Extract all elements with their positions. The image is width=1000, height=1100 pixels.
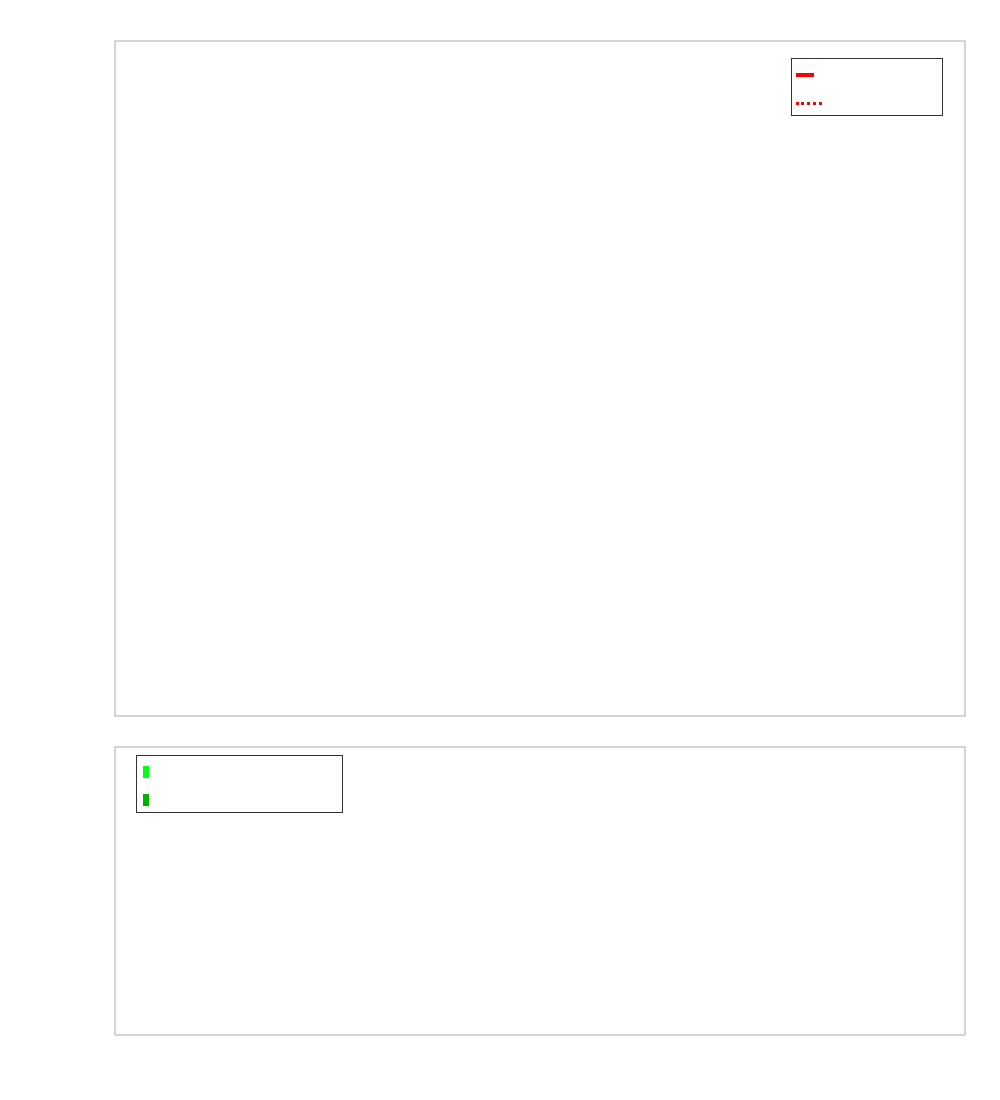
legend-item-participation xyxy=(796,61,938,89)
bottom-plot-frame xyxy=(114,746,966,1036)
top-plot-frame xyxy=(114,40,966,717)
solid-line-swatch-icon xyxy=(796,73,814,77)
green-box-swatch-icon xyxy=(143,766,149,778)
legend-bottom xyxy=(136,755,343,813)
legend-item-nucleation xyxy=(796,89,938,117)
legend-top xyxy=(791,58,943,116)
legend-item-available xyxy=(141,758,338,786)
legend-item-utilized xyxy=(141,786,338,814)
dotted-line-swatch-icon xyxy=(796,101,822,105)
dark-green-box-swatch-icon xyxy=(143,794,149,806)
